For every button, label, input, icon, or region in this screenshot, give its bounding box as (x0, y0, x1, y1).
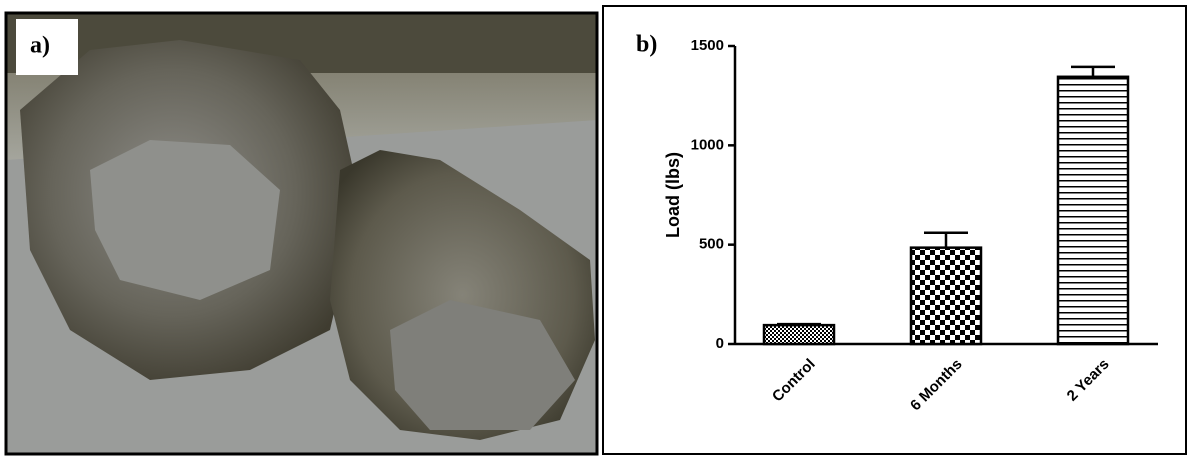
panel-label: a) (30, 33, 50, 59)
y-tick-label: 500 (699, 236, 724, 253)
bar (1056, 75, 1130, 346)
bar (909, 246, 983, 346)
bar (762, 323, 836, 346)
y-tick-label: 0 (716, 335, 724, 352)
panel-label: b) (636, 32, 657, 58)
y-axis-label: Load (lbs) (663, 152, 683, 238)
y-tick-label: 1000 (691, 136, 724, 153)
photo: a) (4, 11, 599, 456)
y-tick-label: 1500 (691, 37, 724, 54)
